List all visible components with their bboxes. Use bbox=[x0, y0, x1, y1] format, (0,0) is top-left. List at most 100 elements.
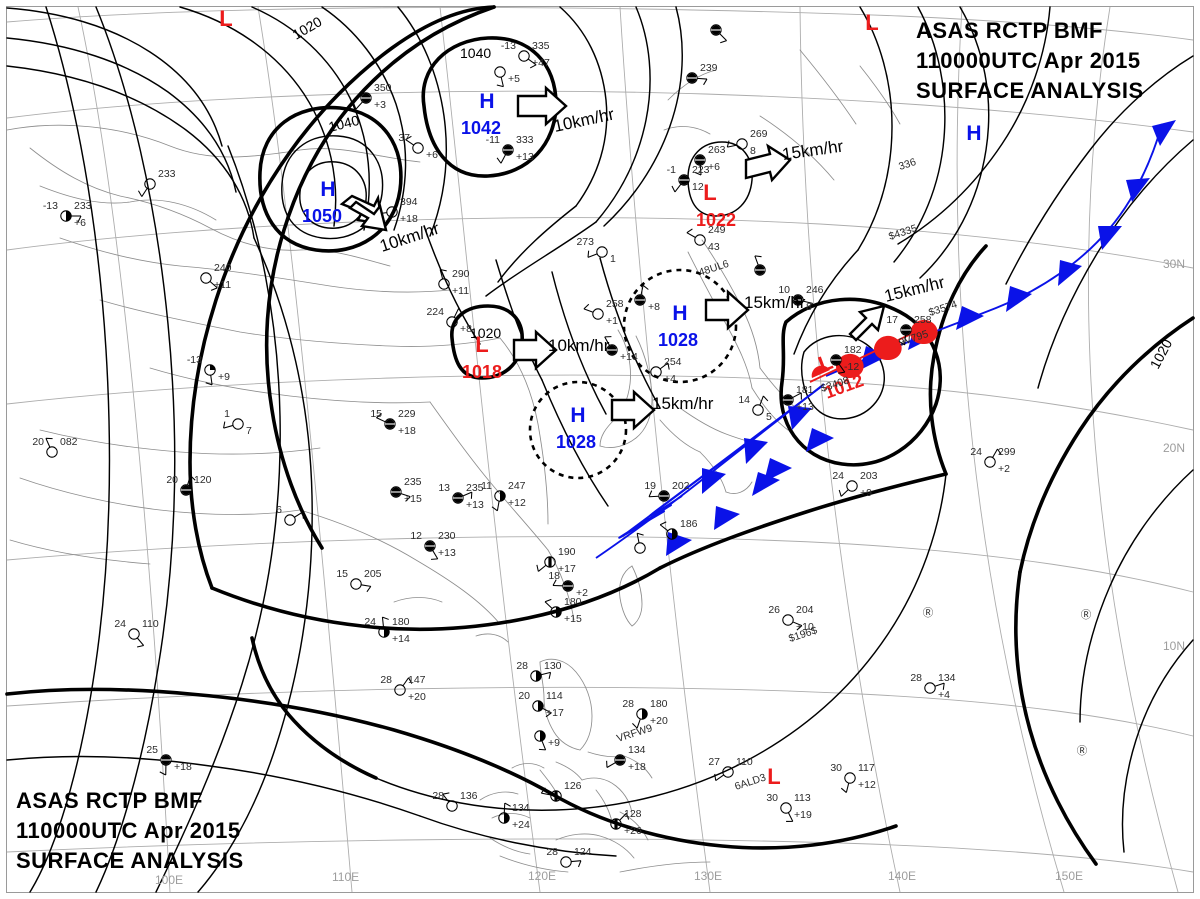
latitude-labels: 30N 20N 10N bbox=[1163, 257, 1185, 653]
title-line-1: ASAS RCTP BMF bbox=[916, 18, 1103, 43]
station-temperature: 14 bbox=[738, 394, 750, 406]
pressure-center-rings bbox=[528, 268, 738, 480]
station-plot: 186 bbox=[659, 518, 698, 540]
station-pressure: 235 bbox=[404, 476, 422, 488]
wind-barb bbox=[402, 677, 410, 687]
wind-barb bbox=[453, 308, 460, 318]
station-plot: 30 113 +19 bbox=[766, 792, 812, 822]
isobar-label: 1020 bbox=[470, 325, 501, 341]
station-dewpoint: +8 bbox=[648, 301, 660, 313]
wind-barb bbox=[503, 802, 506, 813]
station-pressure: 136 bbox=[460, 790, 478, 802]
station-pressure: 120 bbox=[194, 474, 212, 486]
station-circle bbox=[984, 456, 996, 468]
station-dewpoint: +20 bbox=[408, 691, 426, 703]
station-dewpoint: +6 bbox=[708, 161, 720, 173]
longitude-label: 130E bbox=[694, 869, 722, 883]
station-plot: 28 147 +20 bbox=[380, 674, 426, 703]
station-plot: 233 bbox=[137, 168, 176, 197]
station-pressure: 240 bbox=[214, 262, 232, 274]
station-plot: 258+1 bbox=[583, 298, 624, 327]
station-plot: -13 233 +6 bbox=[43, 200, 92, 229]
station-plot: 15 229 +18 bbox=[370, 408, 416, 437]
station-dewpoint: -12 bbox=[844, 361, 859, 373]
wind-barb bbox=[606, 762, 616, 768]
station-plot: 28 180 +20 bbox=[622, 698, 668, 729]
station-temperature: 273 bbox=[576, 236, 594, 248]
station-temperature: 28 bbox=[622, 698, 634, 710]
station-plot: 27 110 bbox=[708, 756, 753, 782]
station-temperature: 17 bbox=[886, 314, 898, 326]
wind-barb bbox=[727, 144, 738, 148]
station-temperature: 30 bbox=[766, 792, 778, 804]
low-center-symbol: L bbox=[815, 349, 836, 377]
coastline-paths bbox=[6, 49, 901, 873]
sky-cover-half bbox=[384, 626, 390, 638]
station-circle bbox=[494, 66, 506, 78]
station-dewpoint: +15 bbox=[564, 613, 582, 625]
station-dewpoint: +2 bbox=[998, 463, 1010, 475]
wind-barb bbox=[538, 564, 547, 572]
wind-barb bbox=[355, 101, 363, 110]
station-plot: 181+13 bbox=[782, 384, 814, 413]
station-circle bbox=[128, 628, 140, 640]
wind-barb bbox=[674, 183, 682, 193]
station-dewpoint: +1 bbox=[606, 315, 618, 327]
station-plot: 11 247 +12 bbox=[481, 480, 526, 512]
station-plot: 239 bbox=[686, 62, 718, 86]
station-dewpoint: +13 bbox=[438, 547, 456, 559]
station-circle bbox=[386, 206, 398, 218]
wind-barb bbox=[583, 308, 594, 313]
station-plot: 28 130 bbox=[516, 660, 562, 682]
low-center-symbol: L bbox=[475, 332, 488, 357]
station-plot: +5 bbox=[494, 66, 520, 88]
station-plot: 28 134 +4 bbox=[910, 672, 955, 701]
sky-cover-half bbox=[66, 210, 72, 222]
station-pressure: 394 bbox=[400, 196, 418, 208]
wind-barb bbox=[542, 707, 552, 714]
station-plot: 134+18 bbox=[606, 744, 646, 773]
station-circle bbox=[634, 542, 646, 554]
low-center-symbol: L bbox=[703, 180, 716, 205]
wind-barb bbox=[45, 438, 51, 448]
wind-barb bbox=[209, 281, 218, 289]
high-center-symbol: H bbox=[479, 90, 494, 113]
station-plot: 182-12 bbox=[830, 344, 862, 374]
station-plot: 24 110 bbox=[114, 618, 159, 648]
wind-barb bbox=[640, 285, 644, 296]
cold-front-southwest bbox=[595, 383, 834, 559]
longitude-label: 150E bbox=[1055, 869, 1083, 883]
station-plot: 24 299 +2 bbox=[970, 446, 1015, 475]
longitude-label: 100E bbox=[155, 873, 183, 887]
station-dewpoint: +8 bbox=[460, 323, 472, 335]
station-dewpoint: +4 bbox=[664, 373, 676, 385]
sky-cover-quarter bbox=[210, 364, 216, 370]
station-plot: -1 223 12 bbox=[667, 164, 710, 193]
station-dewpoint: 7 bbox=[246, 425, 252, 437]
station-dewpoint: +47 bbox=[532, 57, 550, 69]
wind-barb bbox=[141, 188, 148, 197]
station-temperature: 10 bbox=[778, 284, 790, 296]
wind-barb bbox=[845, 782, 850, 793]
station-temperature: 24 bbox=[832, 470, 844, 482]
wind-barb bbox=[659, 524, 669, 532]
station-plot: 24 203 +9 bbox=[832, 470, 877, 499]
station-temperature: 13 bbox=[438, 482, 450, 494]
longitude-label: 110E bbox=[332, 870, 359, 884]
title-line-3: SURFACE ANALYSIS bbox=[916, 78, 1144, 103]
wind-barb bbox=[934, 682, 945, 687]
station-pressure: 258 bbox=[914, 314, 932, 326]
station-pressure: 335 bbox=[532, 40, 550, 52]
title-line-3: SURFACE ANALYSIS bbox=[16, 848, 244, 873]
station-dewpoint: 5 bbox=[766, 411, 772, 423]
high-center-value: 1050 bbox=[302, 206, 342, 226]
station-pressure: 204 bbox=[796, 604, 814, 616]
station-dewpoint: +11 bbox=[214, 279, 231, 291]
station-dewpoint: +20 bbox=[650, 715, 668, 727]
station-dewpoint: 12 bbox=[692, 181, 704, 193]
station-identifier: 9V795 bbox=[897, 328, 930, 349]
high-center-value: 1042 bbox=[461, 118, 501, 138]
sky-cover-half bbox=[504, 812, 510, 824]
station-plot: 6 bbox=[276, 504, 304, 526]
